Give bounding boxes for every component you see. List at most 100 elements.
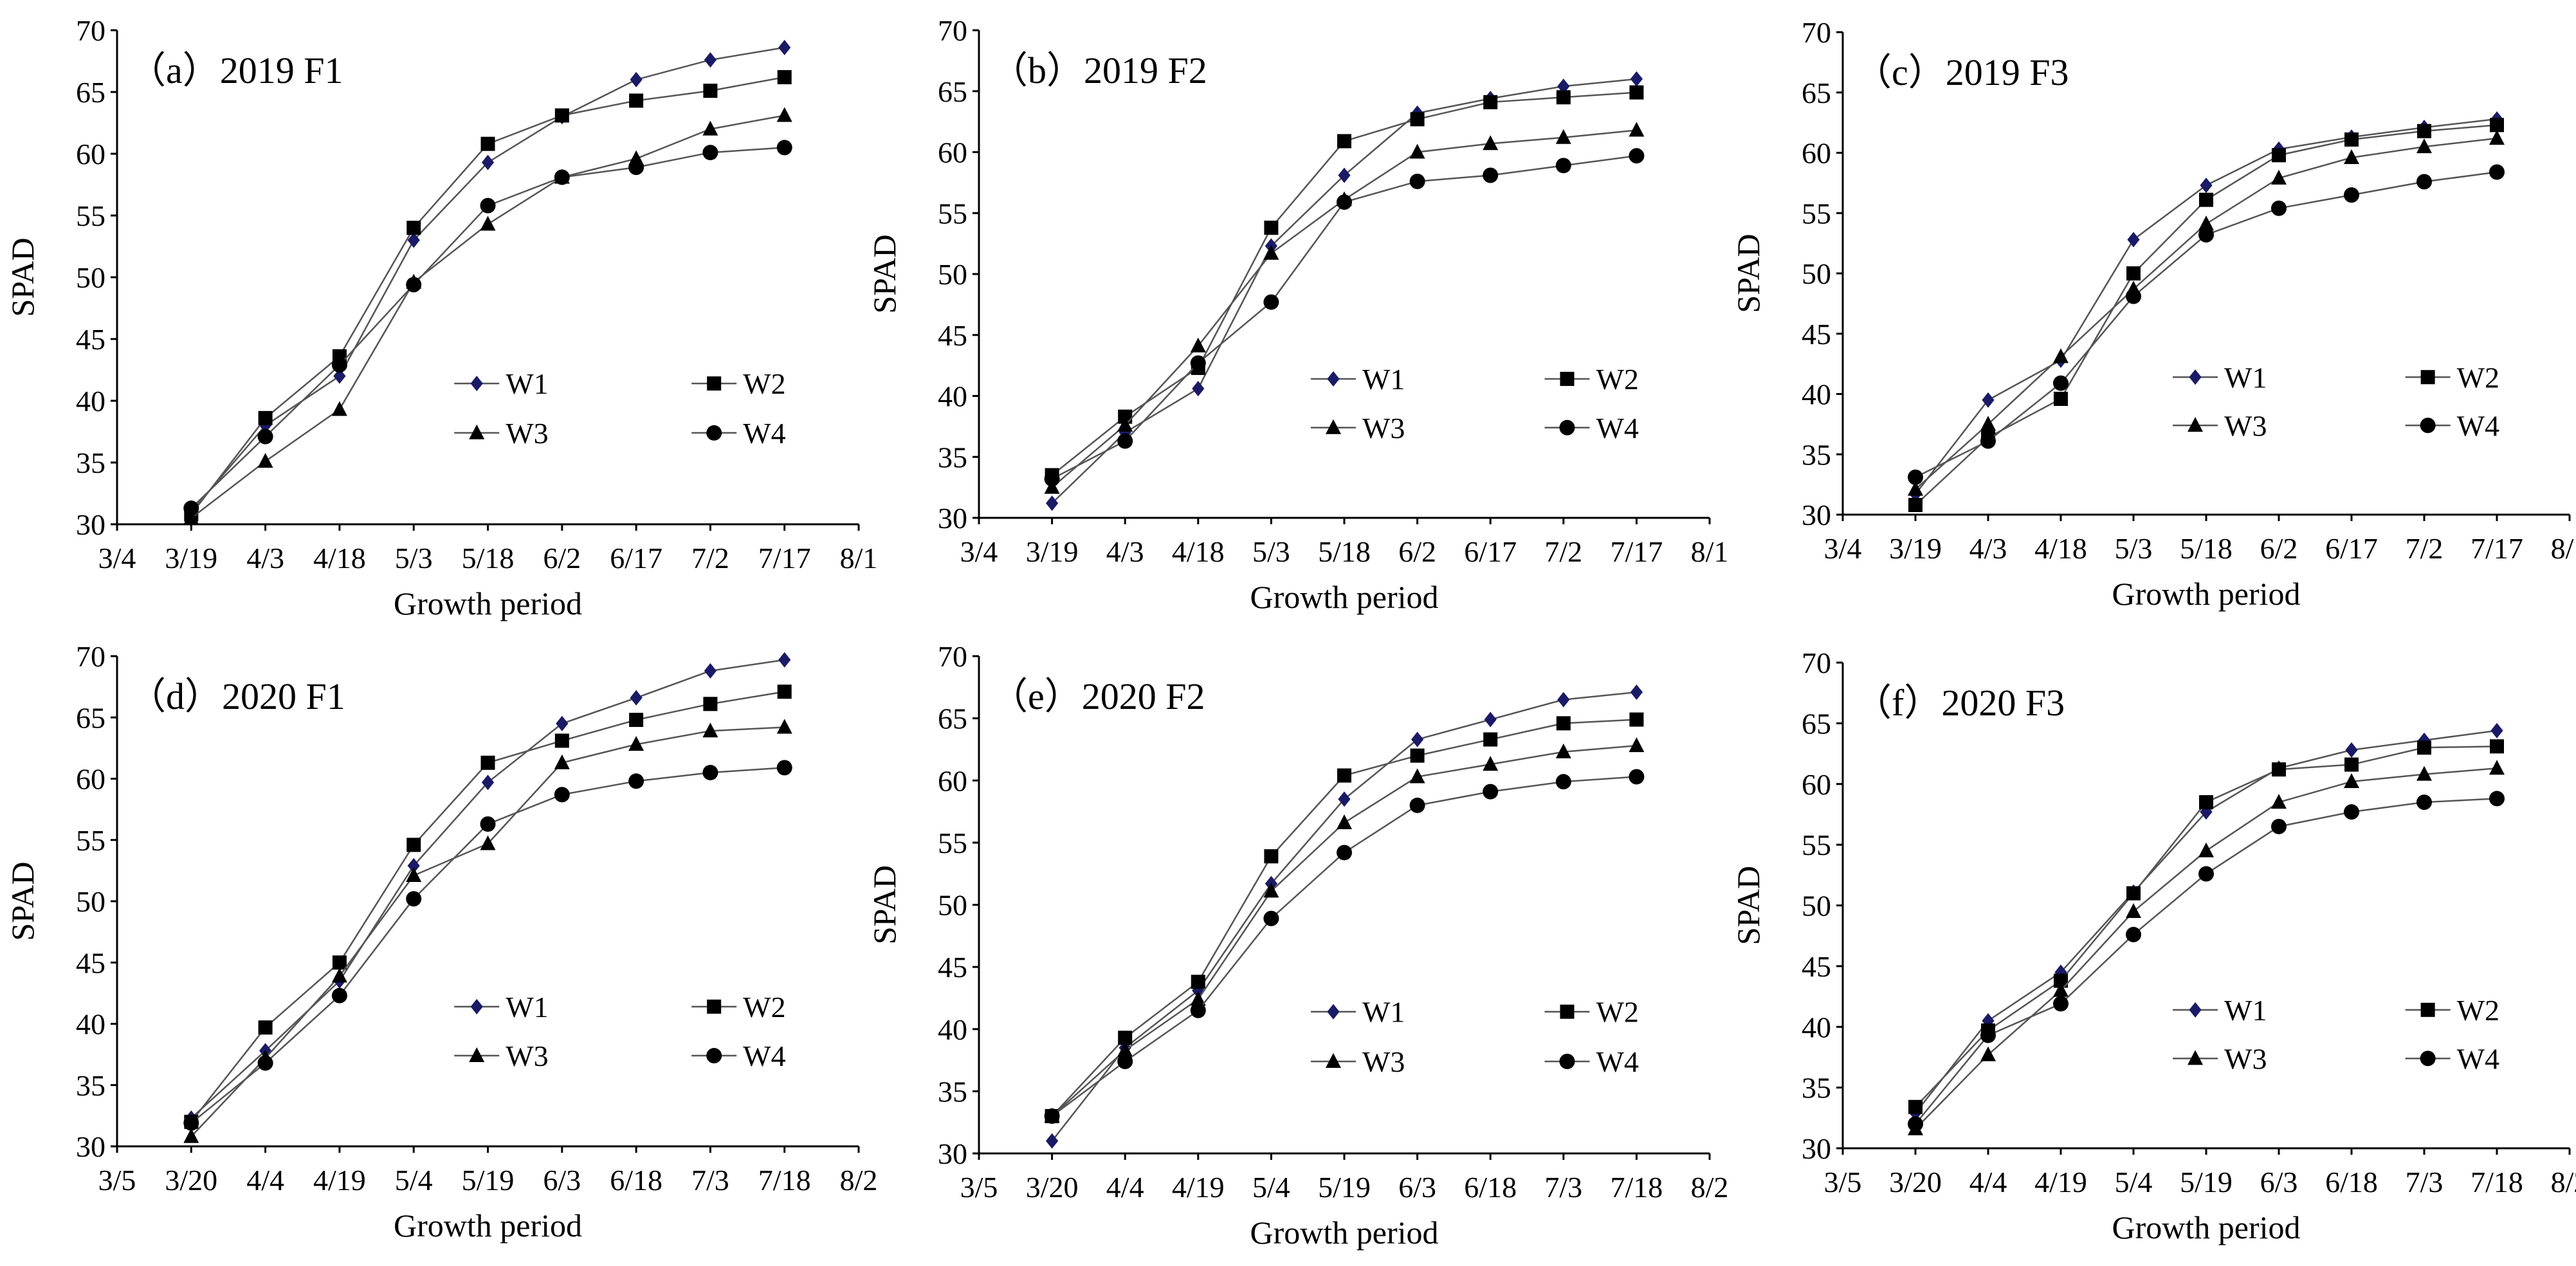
- data-point-w1: [1192, 381, 1205, 397]
- y-tick-label: 40: [938, 1013, 967, 1046]
- data-point-w2: [258, 410, 273, 425]
- data-point-w3: [257, 453, 273, 468]
- data-point-w3: [1190, 991, 1206, 1006]
- legend-entry-w3: W3: [454, 417, 549, 450]
- x-tick-label: 5/19: [462, 1164, 515, 1197]
- x-tick-label: 3/19: [1889, 532, 1942, 565]
- x-tick-label: 8/2: [2551, 1166, 2576, 1198]
- data-point-w3: [628, 736, 644, 751]
- legend-marker-w1: [470, 998, 483, 1014]
- data-point-w4: [628, 160, 644, 176]
- data-point-w4: [2489, 164, 2505, 180]
- data-point-w3: [480, 216, 496, 231]
- y-tick-label: 55: [76, 824, 105, 857]
- data-point-w2: [2490, 118, 2504, 133]
- data-point-w4: [2126, 926, 2141, 942]
- legend-label: W2: [2457, 994, 2499, 1027]
- data-point-w2: [258, 1020, 273, 1035]
- data-point-w4: [2271, 818, 2287, 834]
- chart-panel-2: 30 35 40 45 50 55 60 65 70 3/4 3/19 4/3 4/18 5/3 5/18 6…: [866, 14, 1728, 615]
- x-tick-label: 6/18: [2325, 1166, 2378, 1198]
- data-point-w1: [259, 417, 272, 434]
- series-line-w2: [1051, 91, 1637, 476]
- x-tick-label: 6/2: [1398, 535, 1436, 568]
- legend-marker-w1: [2189, 1002, 2202, 1018]
- data-point-w2: [2417, 124, 2431, 138]
- series-line-w3: [190, 115, 785, 519]
- y-axis-title: SPAD: [866, 865, 902, 944]
- data-point-w4: [1908, 469, 1923, 485]
- x-tick-label: 8/1: [2551, 532, 2576, 565]
- legend-label: W3: [506, 1040, 548, 1072]
- data-point-w4: [1483, 167, 1499, 183]
- y-tick-label: 50: [938, 258, 967, 291]
- data-point-w4: [1629, 769, 1645, 785]
- legend-marker-w3: [1325, 419, 1341, 434]
- data-point-w1: [1338, 791, 1351, 807]
- data-point-w2: [1483, 95, 1498, 109]
- series-line-w3: [1915, 767, 2498, 1130]
- data-point-w2: [777, 69, 792, 84]
- data-point-w1: [704, 663, 717, 679]
- data-point-w3: [2126, 903, 2141, 918]
- data-point-w2: [554, 733, 569, 748]
- legend-entry-w4: W4: [691, 1040, 786, 1072]
- x-tick-label: 6/3: [1398, 1171, 1436, 1204]
- legend-marker-w2: [2420, 370, 2435, 385]
- data-point-w2: [332, 955, 347, 970]
- data-point-w2: [1629, 712, 1644, 727]
- chart-panel-1: 30 35 40 45 50 55 60 65 70 3/4 3/19 4/3 4/18 5/3 5/18 6…: [5, 14, 877, 621]
- legend-label: W1: [506, 367, 548, 400]
- x-axis-title: Growth period: [394, 1207, 582, 1243]
- data-point-w2: [1410, 748, 1425, 763]
- data-point-w2: [480, 136, 495, 151]
- x-tick-label: 4/4: [1969, 1166, 2007, 1198]
- data-point-w4: [331, 987, 347, 1004]
- data-point-w4: [1409, 797, 1425, 813]
- data-point-w2: [1629, 85, 1644, 100]
- y-tick-label: 70: [76, 14, 105, 47]
- y-tick-label: 50: [1802, 257, 1831, 290]
- data-point-w4: [1337, 845, 1352, 861]
- x-tick-label: 7/3: [691, 1164, 729, 1197]
- y-tick-label: 70: [938, 640, 967, 673]
- series-line-w1: [190, 46, 785, 513]
- data-point-w3: [2271, 794, 2287, 809]
- panel-title: （a）2019 F1: [129, 50, 343, 91]
- data-point-w2: [2126, 266, 2141, 280]
- x-tick-label: 6/17: [1464, 535, 1517, 568]
- data-point-w3: [1555, 743, 1571, 758]
- x-tick-label: 4/3: [246, 542, 284, 574]
- data-point-w2: [1556, 716, 1571, 731]
- legend-marker-w2: [1560, 371, 1575, 386]
- y-tick-label: 50: [76, 261, 105, 294]
- data-point-w3: [2416, 766, 2432, 781]
- x-tick-label: 8/1: [840, 542, 878, 574]
- data-point-w2: [703, 84, 718, 98]
- data-point-w4: [480, 816, 496, 832]
- x-tick-label: 4/4: [246, 1164, 284, 1197]
- data-point-w2: [2490, 739, 2504, 754]
- data-point-w2: [2344, 132, 2359, 147]
- y-tick-label: 50: [1802, 890, 1831, 922]
- y-tick-label: 40: [1802, 1011, 1831, 1043]
- y-tick-label: 60: [1802, 137, 1831, 170]
- y-tick-label: 40: [76, 1008, 105, 1041]
- y-tick-label: 60: [76, 763, 105, 796]
- data-point-w2: [1118, 1031, 1133, 1045]
- x-tick-label: 3/20: [1026, 1171, 1079, 1204]
- y-axis-title: SPAD: [866, 234, 902, 313]
- y-tick-label: 55: [76, 199, 105, 232]
- data-point-w1: [481, 775, 495, 791]
- legend-label: W4: [2457, 409, 2499, 442]
- y-tick-label: 70: [1802, 647, 1831, 679]
- x-axis-title: Growth period: [2112, 1209, 2301, 1245]
- x-tick-label: 4/19: [313, 1164, 366, 1197]
- legend-marker-w4: [1559, 1053, 1575, 1069]
- y-tick-label: 55: [1802, 829, 1831, 861]
- y-axis-title: SPAD: [5, 861, 41, 940]
- x-tick-label: 4/18: [1172, 535, 1225, 568]
- x-tick-label: 4/18: [2034, 532, 2087, 565]
- legend-label: W1: [1362, 363, 1405, 396]
- x-axis-title: Growth period: [1250, 1215, 1439, 1251]
